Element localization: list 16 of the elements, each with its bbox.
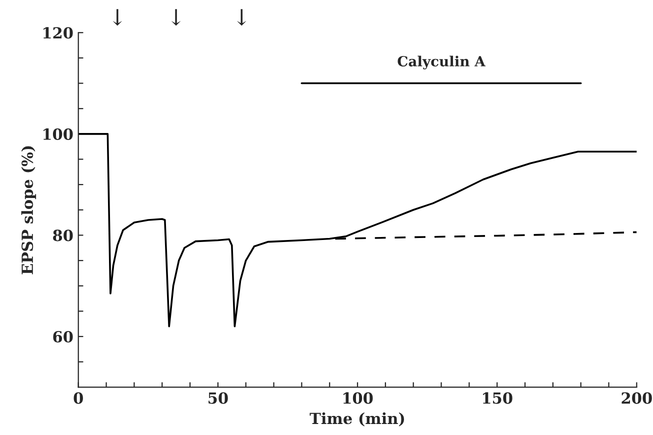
x-tick-label: 50 xyxy=(208,392,228,404)
x-tick-label: 200 xyxy=(622,392,652,404)
y-tick-label: 120 xyxy=(43,27,73,39)
text: ↓ xyxy=(171,9,181,26)
y-axis-title: EPSP slope (%) xyxy=(21,146,36,274)
x-tick-label: 150 xyxy=(483,392,512,404)
x-tick-label: 0 xyxy=(74,392,83,404)
line-series xyxy=(78,133,637,328)
text: ↓ xyxy=(112,9,122,26)
y-tick-label: 60 xyxy=(53,330,73,343)
x-tick-label: 100 xyxy=(343,392,373,404)
y-tick-label: 80 xyxy=(53,230,73,242)
text: ↓ xyxy=(237,9,246,26)
series-label: Calyculin A xyxy=(398,56,486,70)
y-tick-label: 100 xyxy=(43,128,73,140)
x-axis-title: Time (min) xyxy=(310,412,404,426)
